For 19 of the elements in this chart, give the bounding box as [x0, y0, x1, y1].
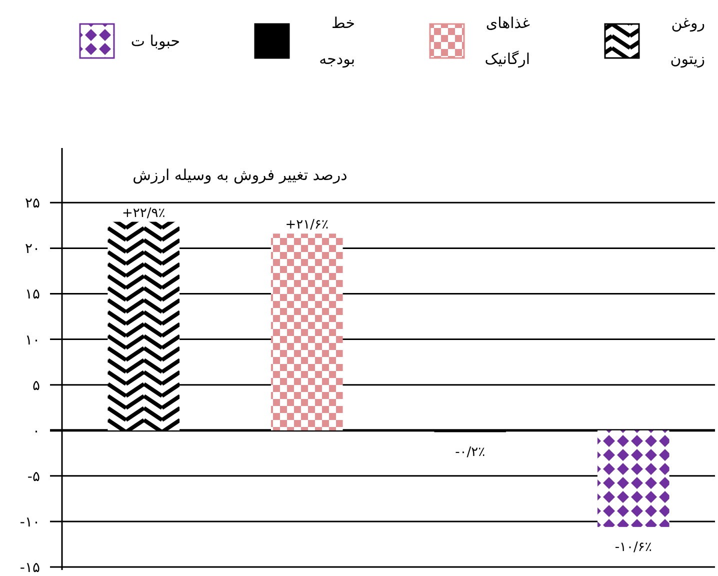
legend-label: حبوبا ت: [130, 32, 180, 50]
legend-item: روغن زیتون: [604, 14, 705, 68]
y-tick-label: ۱۰: [24, 332, 40, 348]
data-label: -۱۰/۶٪: [614, 540, 652, 555]
data-label: +۲۱/۶٪: [285, 218, 328, 233]
y-tick-label: ۱۵: [24, 286, 40, 303]
legend-item: غذاهای ارگانیک: [429, 14, 530, 68]
y-tick-label: ۰: [32, 423, 40, 440]
data-label: +۲۲/۹٪: [122, 206, 166, 221]
legend-item: خط بودجه: [254, 14, 355, 68]
text: درصد تغییر فروش به وسیله ارزش: [132, 166, 348, 184]
y-tick-label: -۵: [27, 468, 40, 485]
y-tick-label: ۲۰: [24, 241, 40, 258]
data-label: -۰/۲٪: [455, 445, 486, 460]
y-tick-label: -۱۵: [20, 560, 40, 576]
y-tick-label: -۱۰: [20, 514, 40, 530]
y-tick-label: ۵: [32, 378, 40, 394]
y-tick-label: ۲۵: [24, 196, 40, 212]
legend-item: حبوبا ت: [79, 23, 180, 59]
